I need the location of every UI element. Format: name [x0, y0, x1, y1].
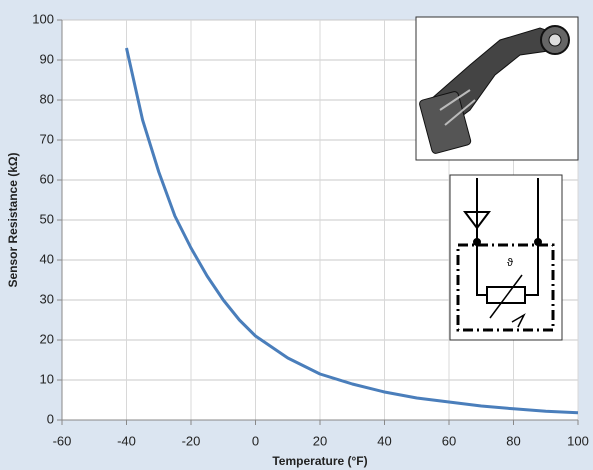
x-tick-label: -20: [182, 433, 201, 448]
y-tick-label: 0: [47, 411, 54, 426]
x-tick-label: -60: [53, 433, 72, 448]
theta-symbol: ϑ: [507, 257, 513, 269]
x-tick-label: 80: [506, 433, 520, 448]
y-tick-label: 20: [40, 331, 54, 346]
marks: [125, 47, 579, 415]
y-tick-label: 90: [40, 51, 54, 66]
y-tick-label: 40: [40, 251, 54, 266]
x-tick-label: 100: [567, 433, 589, 448]
x-tick-label: 20: [313, 433, 327, 448]
x-tick-label: 40: [377, 433, 391, 448]
y-tick-label: 60: [40, 171, 54, 186]
x-tick-label: -40: [117, 433, 136, 448]
y-tick-label: 100: [32, 11, 54, 26]
sensor-photo: [415, 16, 579, 161]
circuit-diagram: ϑ: [449, 174, 563, 341]
y-tick-label: 70: [40, 131, 54, 146]
y-tick-label: 50: [40, 211, 54, 226]
x-tick-label: 0: [252, 433, 259, 448]
y-tick-label: 30: [40, 291, 54, 306]
y-axis-title: Sensor Resistance (kΩ): [6, 152, 20, 287]
x-axis-title: Temperature (°F): [272, 454, 367, 468]
y-tick-label: 80: [40, 91, 54, 106]
x-tick-label: 60: [442, 433, 456, 448]
data-line: [125, 47, 579, 415]
y-tick-label: 10: [40, 371, 54, 386]
